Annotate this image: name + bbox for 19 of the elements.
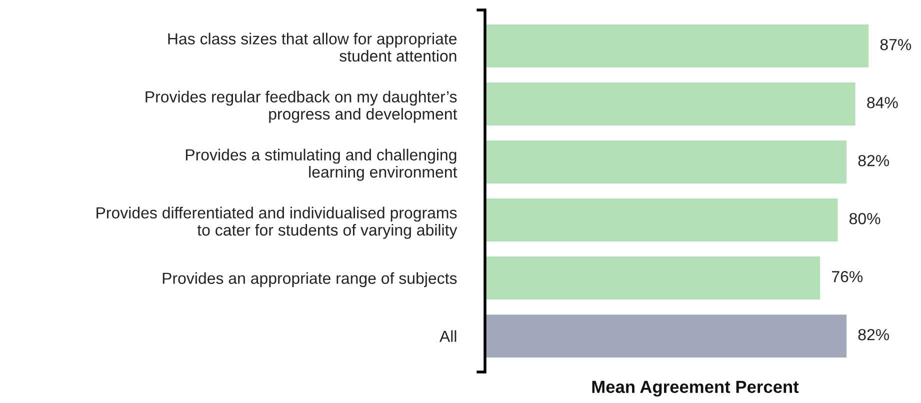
- bar: [485, 256, 820, 300]
- y-tick-label: All: [440, 330, 456, 342]
- data-label: 80%: [850, 212, 880, 224]
- y-tick-label: Provides regular feedback on my daughter’s progress and development: [146, 90, 458, 123]
- bar: [485, 314, 847, 358]
- bar: [485, 140, 847, 184]
- data-label: 87%: [880, 38, 912, 50]
- data-label: 76%: [832, 270, 863, 282]
- y-tick-label: Provides differentiated and individualised programs to cater for students of varying ability: [96, 206, 458, 239]
- y-tick-label: Provides a stimulating and challenging learning environment: [186, 148, 458, 181]
- data-label: 82%: [858, 329, 890, 340]
- y-tick-label: Provides an appropriate range of subjects: [162, 272, 457, 288]
- data-label: 82%: [858, 154, 890, 166]
- x-axis-title: Mean Agreement Percent: [592, 380, 799, 397]
- data-label: 84%: [867, 96, 898, 108]
- bar: [485, 198, 838, 242]
- bar: [485, 24, 869, 68]
- bar: [485, 82, 856, 126]
- y-tick-label: Has class sizes that allow for appropriate student attention: [168, 32, 457, 62]
